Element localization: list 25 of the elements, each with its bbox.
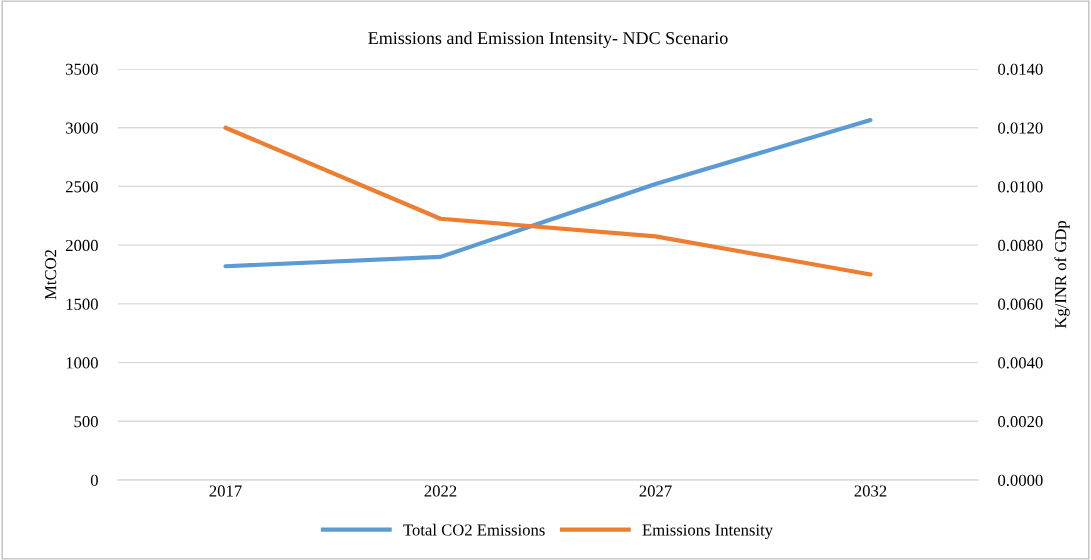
y2-tick-label: 0.0120 [998,122,1043,134]
y2-tick-label: 0.0000 [998,474,1043,487]
y-tick-label: 2500 [65,181,98,193]
y-tick-label: 1500 [66,298,98,310]
y2-tick-label: 0.0020 [998,415,1043,428]
chart-title: Emissions and Emission Intensity- NDC Scenario [368,31,728,48]
legend-label: Total CO2 Emissions [403,523,545,536]
legend-label: Emissions Intensity [642,524,773,540]
y-tick-label: 1000 [66,357,98,369]
x-tick-label: 2032 [854,485,887,497]
x-tick-label: 2027 [639,485,672,497]
y2-tick-label: 0.0080 [998,239,1043,252]
y2-tick-label: 0.0040 [998,357,1043,369]
x-tick-label: 2022 [424,485,457,497]
y2-tick-label: 0.0100 [998,181,1043,193]
y-tick-label: 3500 [66,63,98,75]
y-tick-label: 3000 [66,122,98,134]
y-tick-label: 0 [90,474,98,486]
y2-axis-title: Kg/INR of GDp [1054,220,1070,329]
y-axis-title: MtCO2 [45,249,57,300]
y-tick-label: 500 [74,415,98,428]
y2-tick-label: 0.0060 [998,298,1043,310]
x-tick-label: 2017 [209,485,242,497]
y2-tick-label: 0.0140 [998,63,1043,76]
y-tick-label: 2000 [65,239,98,252]
